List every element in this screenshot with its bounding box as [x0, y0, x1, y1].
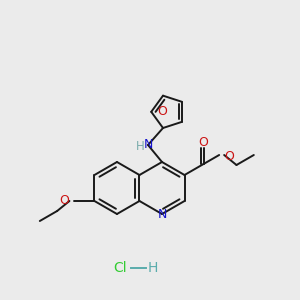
- Text: O: O: [224, 149, 234, 163]
- Text: O: O: [199, 136, 208, 148]
- Text: N: N: [157, 208, 167, 220]
- Text: H: H: [148, 261, 158, 275]
- Text: O: O: [157, 105, 167, 118]
- Text: H: H: [136, 140, 144, 154]
- Text: O: O: [60, 194, 70, 208]
- Text: Cl: Cl: [113, 261, 127, 275]
- Text: N: N: [143, 139, 153, 152]
